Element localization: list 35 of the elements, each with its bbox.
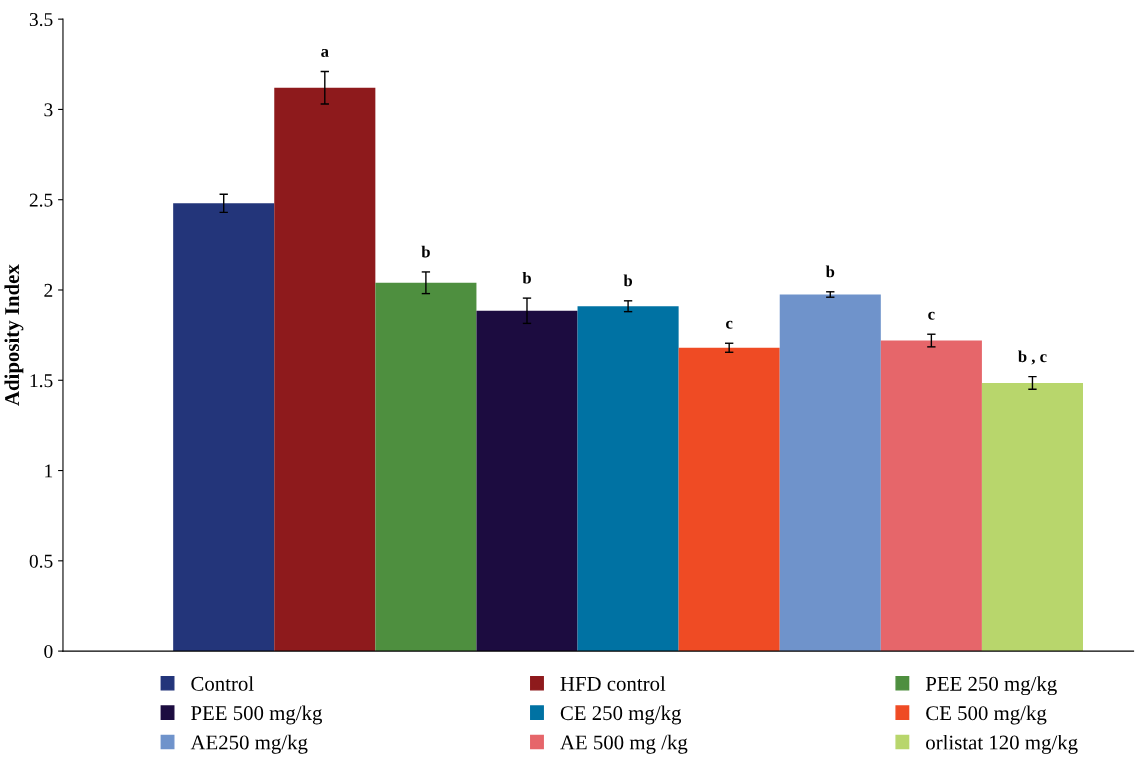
legend-label: AE250 mg/kg [190, 734, 308, 754]
legend-label: PEE 250 mg/kg [925, 676, 1057, 696]
legend-label: PEE 500 mg/kg [191, 705, 323, 725]
bar [779, 294, 881, 652]
y-tick-label: 0 [44, 644, 53, 659]
data-label: b [522, 271, 531, 284]
data-label: a [321, 49, 329, 58]
bar [375, 282, 477, 652]
y-tick-label: 2 [44, 283, 53, 297]
y-tick-label: 2.5 [29, 193, 53, 207]
bar [981, 382, 1083, 652]
data-label: b , c [1018, 350, 1047, 365]
bar [577, 306, 679, 652]
legend-label: CE 500 mg/kg [926, 705, 1047, 725]
y-axis-title: Adiposity Index [4, 264, 24, 406]
data-label: b [421, 245, 430, 258]
legend-label: CE 250 mg/kg [560, 705, 682, 725]
y-tick-label: 0.5 [29, 554, 53, 568]
bar [274, 87, 376, 652]
bar [880, 340, 982, 652]
y-tick-label: 1 [45, 464, 53, 478]
data-label: b [623, 274, 633, 287]
legend-label: Control [191, 676, 254, 691]
y-tick-label: 3.5 [29, 13, 53, 27]
bar [173, 203, 275, 652]
data-label: b [825, 265, 835, 278]
y-tick-label: 1.5 [30, 374, 53, 388]
bar [476, 310, 578, 652]
y-tick-label: 3 [44, 103, 53, 117]
data-label: c [928, 311, 935, 320]
bar [678, 347, 780, 652]
legend-label: HFD control [560, 676, 666, 691]
data-label: c [726, 320, 733, 329]
legend-label: AE 500 mg /kg [560, 734, 688, 754]
legend-label: orlistat 120 mg/kg [926, 734, 1078, 754]
